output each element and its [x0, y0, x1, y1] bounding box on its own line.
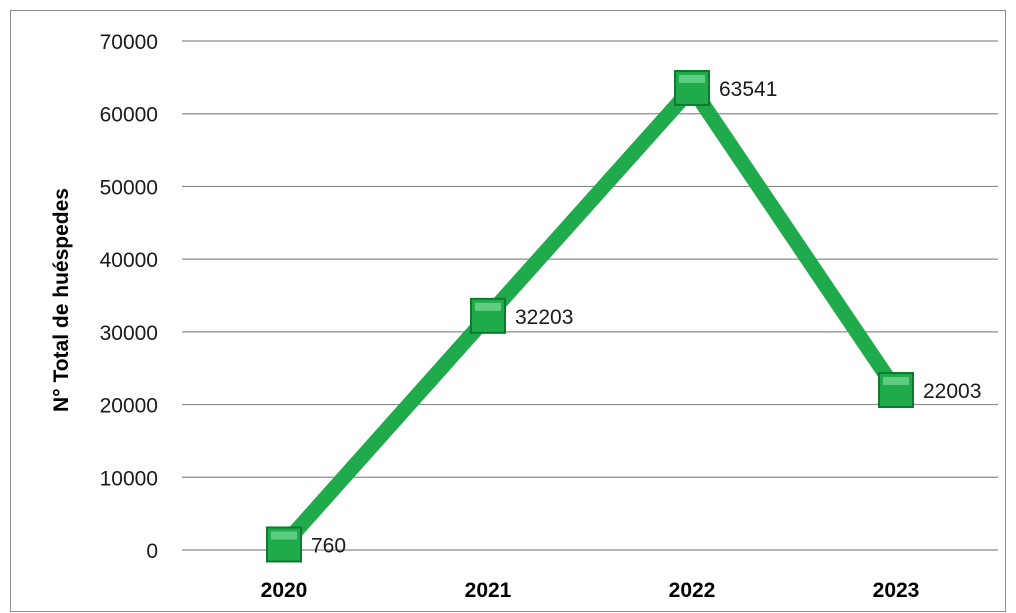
series-line	[278, 75, 903, 550]
y-tick-label: 50000	[100, 176, 158, 199]
y-axis-label: N° Total de huéspedes	[50, 188, 73, 412]
y-tick-label: 30000	[100, 322, 158, 345]
y-tick-label: 60000	[100, 104, 158, 127]
data-labels: 760 32203 63541 22003	[311, 78, 981, 558]
gridlines	[182, 40, 998, 551]
y-tick-label: 70000	[100, 31, 158, 54]
data-label-2022: 63541	[719, 78, 777, 101]
data-point-2023	[878, 372, 914, 409]
x-tick-label-2021: 2021	[465, 579, 512, 602]
x-tick-label-2023: 2023	[873, 579, 920, 602]
y-tick-label: 0	[146, 540, 158, 563]
x-tick-label-2020: 2020	[261, 579, 308, 602]
marker-highlight	[475, 302, 501, 311]
y-tick-label: 10000	[100, 467, 158, 490]
marker-highlight	[271, 531, 297, 540]
x-tick-label-2022: 2022	[669, 579, 716, 602]
y-axis-ticks: 0 10000 20000 30000 40000 50000 60000 70000	[100, 31, 158, 563]
y-tick-label: 20000	[100, 395, 158, 418]
data-point-2021	[470, 297, 506, 334]
data-label-2020: 760	[311, 534, 346, 557]
series-line-path	[278, 75, 903, 550]
data-label-2023: 22003	[923, 380, 981, 403]
x-axis-ticks: 2020 2021 2022 2023	[261, 579, 920, 602]
marker-highlight	[883, 377, 909, 386]
data-point-2020	[266, 526, 302, 563]
y-tick-label: 40000	[100, 249, 158, 272]
marker-highlight	[679, 74, 705, 83]
data-label-2021: 32203	[515, 306, 573, 329]
data-point-2022	[674, 69, 710, 106]
series-markers	[266, 69, 914, 563]
